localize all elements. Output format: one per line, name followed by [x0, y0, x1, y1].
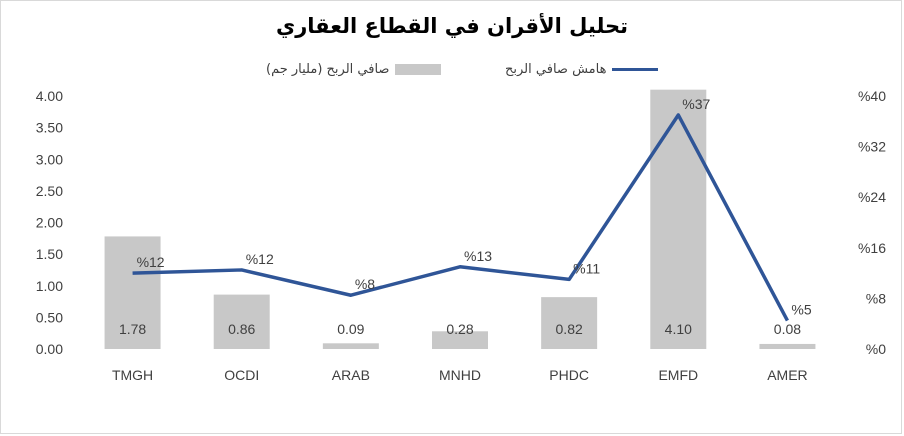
y-left-tick-label: 0.00	[36, 341, 63, 357]
bar-value-label: 0.09	[337, 321, 364, 337]
line-value-label: %8	[355, 276, 375, 292]
line-value-label: %12	[246, 251, 274, 267]
line-value-label: %5	[791, 302, 811, 318]
x-tick-label: MNHD	[439, 367, 481, 383]
bar-amer	[759, 343, 816, 349]
bar-phdc	[541, 297, 598, 349]
x-tick-label: OCDI	[224, 367, 259, 383]
legend-item-line: هامش صافي الربح	[505, 58, 659, 80]
bar-value-label: 4.10	[665, 321, 692, 337]
line-net-margin	[132, 113, 789, 322]
y-left-tick-label: 2.00	[36, 215, 63, 231]
y-right-tick-label: %24	[858, 189, 886, 205]
line-value-label: %13	[464, 248, 492, 264]
bar-arab	[322, 343, 379, 349]
x-tick-label: EMFD	[658, 367, 698, 383]
bar-value-label: 0.08	[774, 321, 801, 337]
chart-title: تحليل الأقران في القطاع العقاري	[275, 14, 629, 38]
legend-bar-label: صافي الربح (مليار جم)	[266, 61, 390, 77]
bar-value-label: 1.78	[119, 321, 146, 337]
bar-value-label: 0.28	[446, 321, 473, 337]
y-left-tick-label: 0.50	[36, 309, 63, 325]
y-right-tick-label: %16	[858, 240, 886, 256]
y-right-tick-label: %40	[858, 88, 886, 104]
y-left-tick-label: 1.50	[36, 246, 63, 262]
y-left-tick-label: 3.00	[36, 151, 63, 167]
bar-value-label: 0.82	[556, 321, 583, 337]
x-tick-label: AMER	[767, 367, 807, 383]
line-value-label: %12	[137, 254, 165, 270]
x-tick-label: TMGH	[112, 367, 153, 383]
y-left-tick-label: 2.50	[36, 183, 63, 199]
bar-value-label: 0.86	[228, 321, 255, 337]
y-right-tick-label: %32	[858, 139, 886, 155]
y-left-tick-label: 3.50	[36, 120, 63, 136]
legend-item-bar: صافي الربح (مليار جم)	[266, 58, 442, 80]
bar-mnhd	[432, 331, 488, 349]
x-tick-label: ARAB	[332, 367, 370, 383]
line-value-label: %37	[682, 96, 710, 112]
bar-emfd	[650, 89, 707, 350]
bar-tmgh	[104, 236, 161, 349]
x-tick-label: PHDC	[549, 367, 589, 383]
y-right-tick-label: %0	[866, 341, 886, 357]
y-left-tick-label: 4.00	[36, 88, 63, 104]
y-left-tick-label: 1.00	[36, 278, 63, 294]
legend-bar-swatch	[395, 63, 442, 75]
y-right-tick-label: %8	[866, 290, 886, 306]
line-value-label: %11	[573, 260, 600, 276]
bar-ocdi	[213, 294, 270, 349]
legend-line-swatch	[612, 67, 659, 71]
legend-line-label: هامش صافي الربح	[505, 61, 607, 77]
